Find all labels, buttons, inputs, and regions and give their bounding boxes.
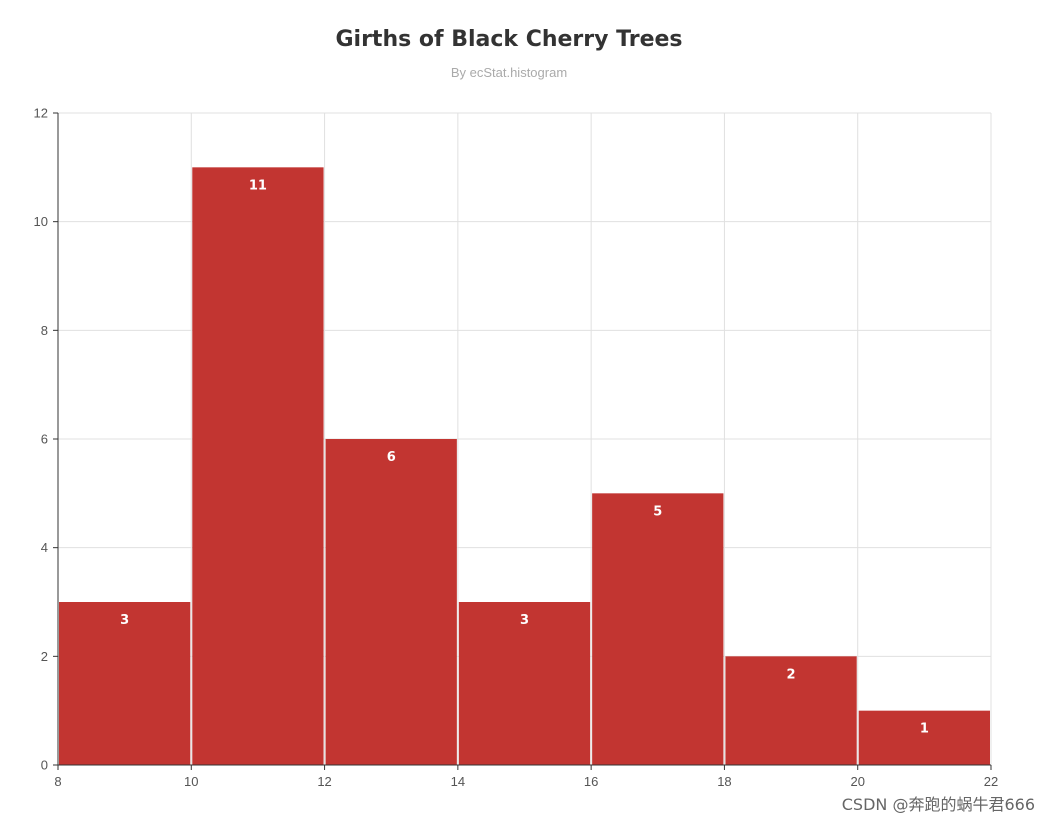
x-tick-label: 10	[184, 774, 198, 789]
y-tick-label: 12	[34, 106, 48, 121]
bars	[59, 167, 990, 766]
histogram-bar	[592, 493, 724, 765]
bar-value-label: 3	[120, 613, 129, 628]
y-tick-label: 10	[34, 214, 48, 229]
histogram-bar	[725, 656, 857, 765]
x-tick-label: 22	[984, 774, 998, 789]
bar-labels: 3 11 6 3 5 2 1	[120, 178, 929, 736]
bar-value-label: 2	[787, 667, 796, 682]
y-tick-label: 2	[41, 649, 48, 664]
histogram-bar	[192, 167, 324, 766]
y-tick-label: 0	[41, 758, 48, 773]
x-tick-label: 16	[584, 774, 598, 789]
histogram-bar	[325, 439, 457, 765]
bar-value-label: 11	[249, 178, 267, 193]
y-tick-label: 4	[41, 540, 48, 555]
x-tick-label: 18	[717, 774, 731, 789]
histogram-bar	[458, 602, 591, 765]
histogram-bar	[858, 710, 990, 765]
x-tick-label: 14	[451, 774, 465, 789]
x-tick-label: 12	[317, 774, 331, 789]
y-tick-label: 6	[41, 432, 48, 447]
watermark-text: CSDN @奔跑的蜗牛君666	[842, 795, 1035, 814]
bar-value-label: 3	[520, 613, 529, 628]
bar-value-label: 6	[387, 450, 396, 465]
bar-value-label: 5	[653, 504, 662, 519]
y-tick-label: 8	[41, 323, 48, 338]
chart-subtitle: By ecStat.histogram	[451, 65, 567, 80]
x-tick-label: 20	[850, 774, 864, 789]
histogram-bar	[59, 602, 191, 765]
chart-title: Girths of Black Cherry Trees	[335, 27, 682, 52]
bar-value-label: 1	[920, 722, 929, 737]
x-tick-label: 8	[54, 774, 61, 789]
